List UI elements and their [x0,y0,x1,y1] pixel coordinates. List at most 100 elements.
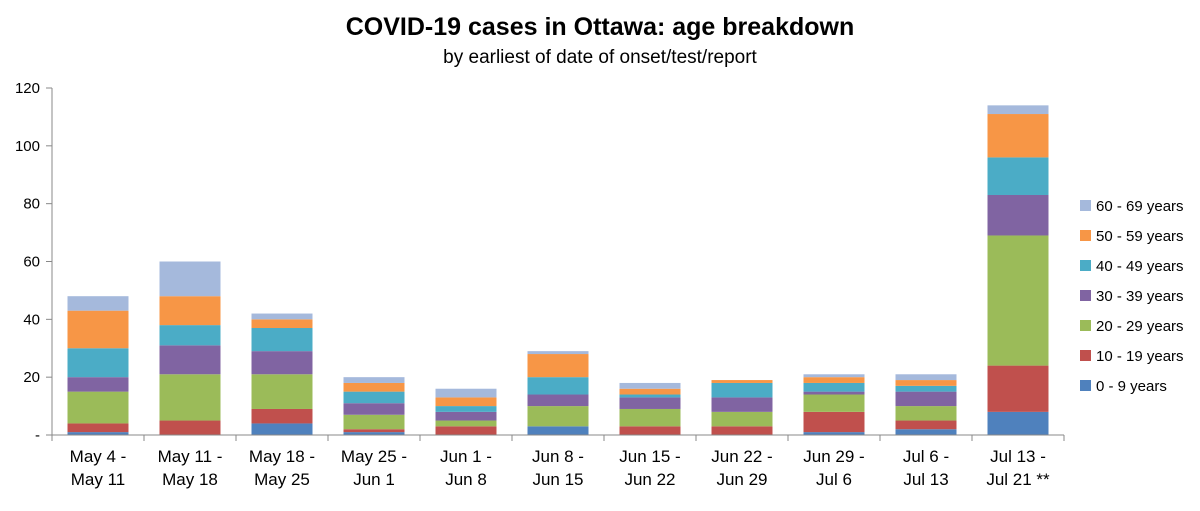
x-tick-label: Jun 29 [716,470,767,489]
x-tick-label: Jul 6 [816,470,852,489]
bar-segment [711,382,773,398]
bar-segment [435,411,497,421]
bar-segment [803,394,865,412]
bar-segment [987,365,1049,412]
bar-segment [987,105,1049,115]
x-tick-label: May 18 [162,470,218,489]
bar-segment [527,394,589,407]
x-tick-label: May 4 - [70,447,127,466]
bar-segment [343,414,405,430]
bar-segment [711,426,773,435]
bar-segment [343,377,405,383]
x-tick-label: Jul 13 [903,470,948,489]
bar-segment [435,397,497,407]
bar-segment [619,426,681,435]
bar-segment [159,296,221,326]
bar-segment [251,313,313,320]
y-tick-label: 80 [23,196,40,213]
bar-segment [251,408,313,424]
bar-segment [895,380,957,386]
bar-segment [251,423,313,435]
legend-label: 10 - 19 years [1096,348,1184,365]
bar-segment [343,382,405,392]
bar-segment [251,319,313,329]
bar-segment [67,348,129,378]
bar-segment [67,296,129,311]
x-tick-label: Jul 13 - [990,447,1046,466]
bar-segment [343,391,405,404]
bar-segment [895,385,957,392]
bar-segment [251,351,313,375]
bar-segment [803,432,865,435]
bar-segment [67,310,129,349]
bar-segment [619,408,681,427]
legend-swatch [1080,380,1091,391]
x-tick-label: May 11 - [158,447,223,466]
bar-segment [159,325,221,346]
bar-segment [435,426,497,435]
bar-segment [803,391,865,395]
y-tick-label: 60 [23,254,40,271]
bar-segment [527,354,589,378]
x-tick-label: May 11 [71,470,126,489]
bar-segment [67,423,129,433]
x-tick-label: Jun 15 [532,470,583,489]
x-tick-label: Jun 1 [353,470,395,489]
legend-swatch [1080,200,1091,211]
x-tick-label: Jun 8 [445,470,487,489]
bar-segment [67,377,129,392]
chart-title: COVID-19 cases in Ottawa: age breakdown [345,13,855,41]
x-tick-label: Jul 6 - [903,447,949,466]
bar-segment [895,429,957,435]
x-tick-label: Jun 29 - [803,447,864,466]
bar-segment [435,388,497,398]
bar-segment [803,377,865,383]
legend-label: 20 - 29 years [1096,318,1184,335]
y-tick-label: - [35,427,40,444]
legend: 60 - 69 years 50 - 59 years 40 - 49 years 3… [1080,198,1184,395]
x-tick-label: Jun 22 - [711,447,772,466]
bar-segment [895,420,957,430]
legend-label: 0 - 9 years [1096,378,1167,395]
x-tick-label: Jun 8 - [532,447,584,466]
bar-segment [711,380,773,383]
bar-segment [711,411,773,427]
legend-label: 50 - 59 years [1096,228,1184,245]
bar-segment [803,382,865,392]
bar-segment [527,426,589,435]
bar-segment [251,374,313,409]
legend-swatch [1080,290,1091,301]
bar-segment [67,391,129,424]
bar-segment [711,397,773,412]
y-tick-label: 40 [23,311,40,328]
legend-label: 40 - 49 years [1096,258,1184,275]
bar-segment [619,394,681,398]
bar-segment [159,374,221,421]
bar-segment [987,235,1049,366]
x-tick-label: May 25 - [341,447,407,466]
y-tick-label: 100 [15,138,40,155]
x-tick-label: May 18 - [249,447,315,466]
x-tick-label: Jul 21 ** [986,470,1050,489]
bar-segment [67,432,129,435]
bar-segment [987,114,1049,158]
bars-layer [67,105,1049,435]
bar-segment [987,157,1049,195]
bar-segment [159,261,221,297]
legend-swatch [1080,230,1091,241]
bar-segment [343,403,405,415]
bar-segment [895,391,957,407]
bar-segment [435,406,497,412]
x-tick-label: Jun 1 - [440,447,492,466]
bar-segment [343,429,405,433]
bar-segment [619,397,681,409]
y-tick-label: 20 [23,369,40,386]
x-tick-label: Jun 15 - [619,447,680,466]
legend-label: 30 - 39 years [1096,288,1184,305]
bar-segment [987,194,1049,236]
bar-segment [159,345,221,375]
bar-segment [803,411,865,433]
legend-label: 60 - 69 years [1096,198,1184,215]
legend-swatch [1080,350,1091,361]
